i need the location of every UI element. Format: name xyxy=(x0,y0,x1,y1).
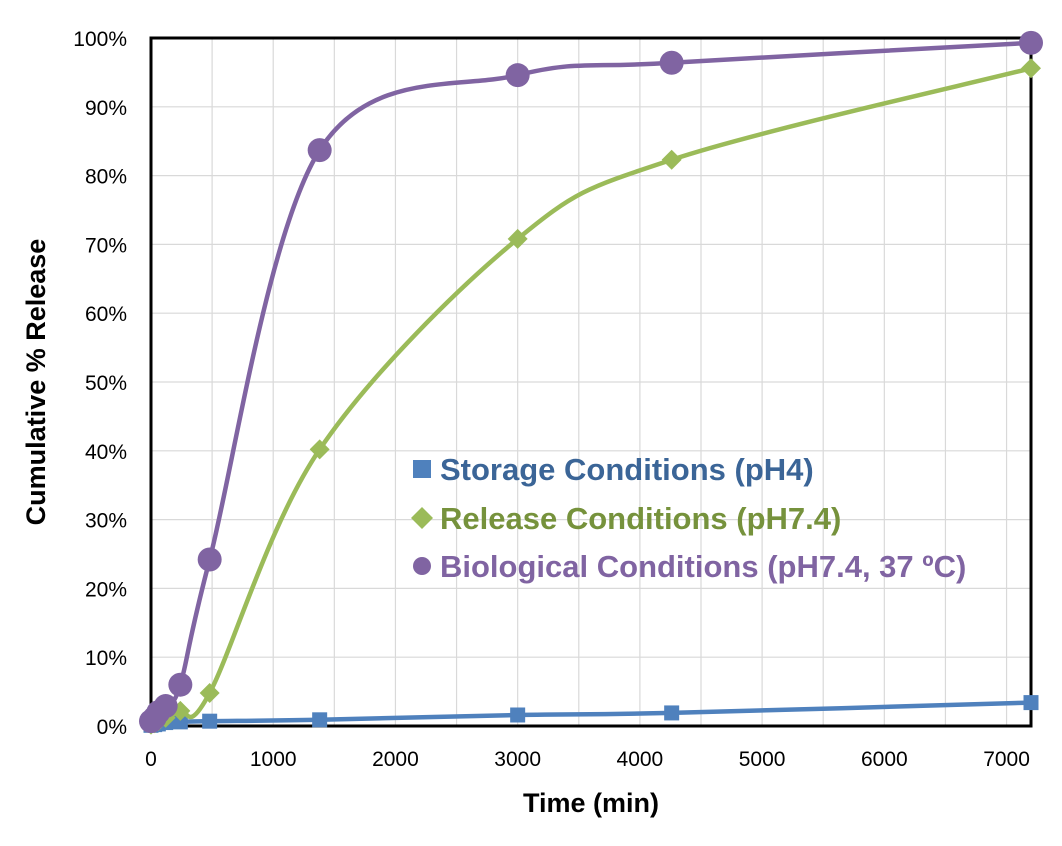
data-point-storage xyxy=(664,705,680,721)
data-point-biological xyxy=(153,694,178,719)
data-point-storage xyxy=(172,714,188,730)
x-tick-label: 1000 xyxy=(250,748,297,771)
y-tick-label: 70% xyxy=(85,234,127,257)
data-point-biological xyxy=(1019,30,1043,55)
series-biological xyxy=(139,30,1043,734)
series-line-storage xyxy=(150,700,1032,728)
data-point-storage xyxy=(202,713,218,729)
data-point-release xyxy=(199,682,220,703)
x-tick-label: 3000 xyxy=(494,748,541,771)
legend-marker-storage xyxy=(413,460,431,478)
data-point-release xyxy=(507,228,528,249)
y-tick-label: 20% xyxy=(85,578,127,601)
y-tick-label: 60% xyxy=(85,303,127,326)
x-tick-label: 7000 xyxy=(983,748,1030,771)
data-point-release xyxy=(661,149,682,170)
x-tick-label: 4000 xyxy=(617,748,664,771)
series-release xyxy=(141,58,1041,735)
data-point-storage xyxy=(312,712,328,728)
data-point-release xyxy=(309,439,330,460)
data-point-storage xyxy=(1023,695,1039,711)
data-point-storage xyxy=(510,707,526,723)
data-point-release xyxy=(1021,58,1041,79)
data-point-biological xyxy=(168,672,193,697)
y-tick-label: 30% xyxy=(85,510,127,533)
legend-label-release: Release Conditions (pH7.4) xyxy=(440,501,841,536)
plot-area-border xyxy=(149,36,1033,728)
y-tick-label: 10% xyxy=(85,647,127,670)
y-tick-label: 100% xyxy=(73,28,127,51)
data-point-biological xyxy=(659,50,684,75)
y-axis-title: Cumulative % Release xyxy=(21,239,51,526)
legend-label-biological: Biological Conditions (pH7.4, 37 ºC) xyxy=(440,549,966,584)
series-line-release xyxy=(150,66,1032,727)
x-tick-label: 6000 xyxy=(861,748,908,771)
legend-label-storage: Storage Conditions (pH4) xyxy=(440,452,814,487)
x-axis-title: Time (min) xyxy=(523,788,659,818)
y-tick-label: 90% xyxy=(85,97,127,120)
x-tick-label: 5000 xyxy=(739,748,786,771)
gridlines xyxy=(151,37,1031,727)
data-point-biological xyxy=(307,138,332,163)
y-tick-label: 40% xyxy=(85,441,127,464)
data-point-biological xyxy=(505,63,530,88)
x-tick-label: 0 xyxy=(145,748,157,771)
y-tick-label: 50% xyxy=(85,372,127,395)
legend-marker-biological xyxy=(413,557,431,575)
x-axis-tick-labels: 0 1000 2000 3000 4000 5000 6000 7000 xyxy=(145,748,1030,771)
data-point-biological xyxy=(197,547,222,572)
y-tick-label: 0% xyxy=(97,716,127,739)
y-tick-label: 80% xyxy=(85,166,127,189)
legend-marker-release xyxy=(411,507,433,529)
x-tick-label: 2000 xyxy=(372,748,419,771)
series-layer xyxy=(139,30,1043,735)
legend: Storage Conditions (pH4) Release Conditio… xyxy=(411,452,966,584)
y-axis-tick-labels: 0% 10% 20% 30% 40% 50% 60% 70% 80% 90% 100% xyxy=(73,28,127,739)
